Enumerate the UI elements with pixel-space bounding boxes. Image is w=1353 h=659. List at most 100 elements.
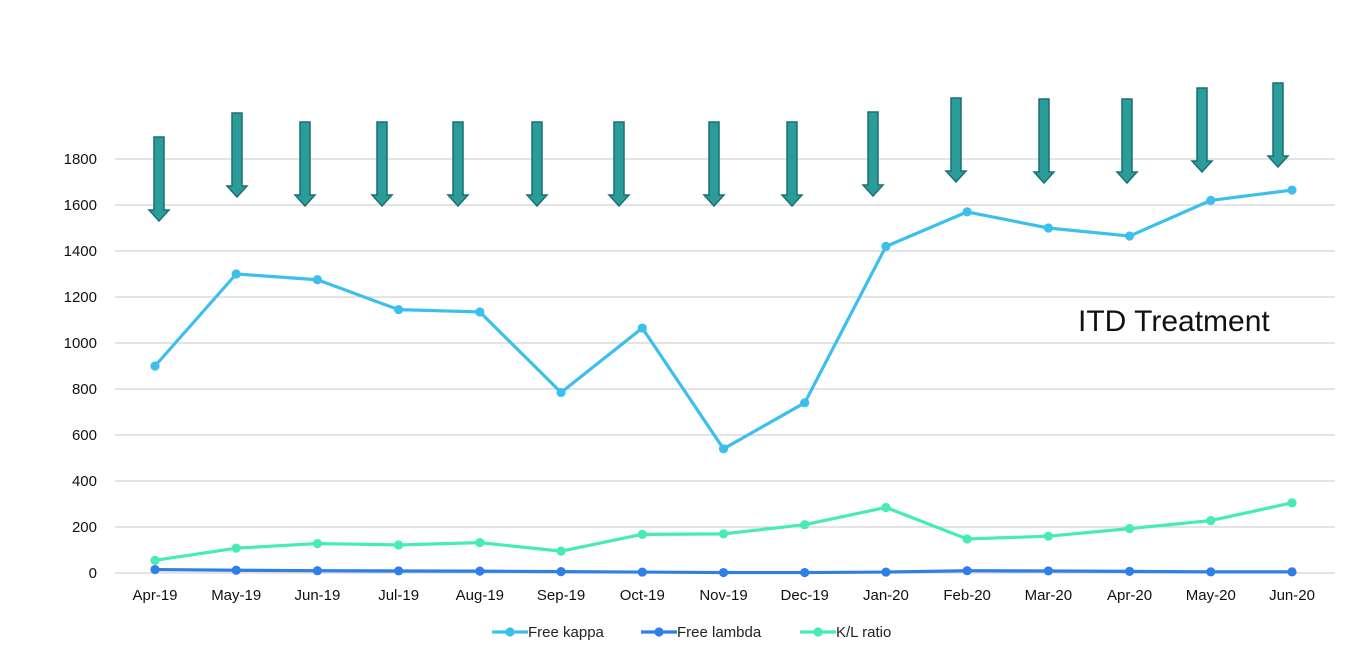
x-tick-label: Apr-20 [1107,587,1152,604]
y-tick-label: 1200 [64,289,97,306]
x-tick-label: May-20 [1186,587,1236,604]
treatment-arrow-icon [446,121,470,208]
data-point [637,567,647,577]
data-point [312,275,323,285]
legend-swatch-marker [654,627,664,637]
data-point [800,398,810,408]
data-point [556,546,566,556]
data-point [637,529,647,539]
data-point [394,566,404,576]
data-point [556,567,566,577]
data-point [1043,223,1053,233]
treatment-arrow-icon [370,121,394,208]
x-tick-label: Feb-20 [943,587,991,604]
data-point [1206,195,1216,205]
x-tick-label: Jun-19 [294,587,340,604]
data-point [150,555,160,565]
data-point [881,241,891,251]
y-tick-label: 1400 [64,243,97,260]
y-tick-label: 1600 [64,197,97,214]
data-point [718,444,729,454]
data-point [881,502,891,513]
data-point [1287,185,1297,195]
legend: Free kappa Free lambda K/L ratio [492,624,891,641]
data-point [231,565,241,575]
data-point [718,529,729,539]
data-point [1124,231,1135,241]
gridlines [115,158,1335,574]
itd-treatment-annotation: ITD Treatment [1078,305,1270,338]
treatment-arrow-icon [1266,82,1290,169]
series-layer [150,185,1297,578]
x-axis-ticks: Apr-19 May-19 Jun-19 Jul-19 Aug-19 Sep-19 Oct-… [132,587,1314,604]
data-point [150,564,160,575]
x-tick-label: Mar-20 [1025,587,1073,604]
data-point [394,540,404,550]
treatment-arrow-icon [702,121,726,208]
data-point [800,567,810,578]
data-point [800,520,810,530]
data-point [1043,566,1053,576]
data-point [394,305,404,315]
y-tick-label: 400 [72,473,97,490]
data-point [1287,567,1297,577]
legend-label: K/L ratio [836,624,891,641]
data-point [962,207,972,217]
x-tick-label: May-19 [211,587,261,604]
legend-swatch-marker [813,627,823,637]
y-tick-label: 200 [72,519,97,536]
legend-label: Free lambda [677,624,762,641]
data-point [962,534,972,544]
treatment-arrow-icon [147,136,171,223]
series-free-lambda [150,564,1297,578]
x-tick-label: Sep-19 [537,587,585,604]
data-point [556,387,566,398]
treatment-arrow-icon [861,111,885,198]
x-tick-label: Apr-19 [132,587,177,604]
data-point [312,538,323,549]
series-free-kappa [150,185,1297,454]
y-tick-label: 0 [89,565,97,582]
legend-item: Free lambda [641,624,762,641]
legend-item: K/L ratio [800,624,891,641]
y-tick-label: 1800 [64,151,97,168]
data-point [1043,531,1053,541]
legend-item: Free kappa [492,624,605,641]
treatment-arrow-icon [607,121,631,208]
treatment-arrow-icon [944,97,968,184]
data-point [475,538,485,548]
data-point [1206,515,1216,526]
legend-swatch-marker [505,627,515,637]
data-point [475,566,485,576]
treatment-arrow-icon [525,121,549,208]
y-tick-label: 1000 [64,335,97,352]
data-point [475,307,485,317]
x-tick-label: Oct-19 [620,587,665,604]
data-point [150,361,160,371]
y-tick-label: 800 [72,381,97,398]
y-tick-label: 600 [72,427,97,444]
data-point [881,567,891,577]
x-tick-label: Jul-19 [378,587,419,604]
data-point [1287,498,1297,508]
treatment-arrows [147,82,1290,223]
data-point [1124,566,1135,576]
x-tick-label: Jan-20 [863,587,909,604]
treatment-arrow-icon [293,121,317,208]
data-point [1206,567,1216,577]
data-point [637,323,647,333]
data-point [312,566,323,576]
x-tick-label: Aug-19 [456,587,504,604]
treatment-arrow-icon [1190,87,1214,174]
y-axis-ticks: 0 200 400 600 800 1000 1200 1400 1600 1800 [64,151,97,582]
legend-label: Free kappa [528,624,605,641]
x-tick-label: Jun-20 [1269,587,1315,604]
data-point [718,567,729,578]
x-tick-label: Nov-19 [699,587,747,604]
data-point [231,269,241,279]
treatment-arrow-icon [225,112,249,199]
series-k-l-ratio [150,498,1297,565]
treatment-arrow-icon [1115,98,1139,185]
data-point [962,566,972,576]
